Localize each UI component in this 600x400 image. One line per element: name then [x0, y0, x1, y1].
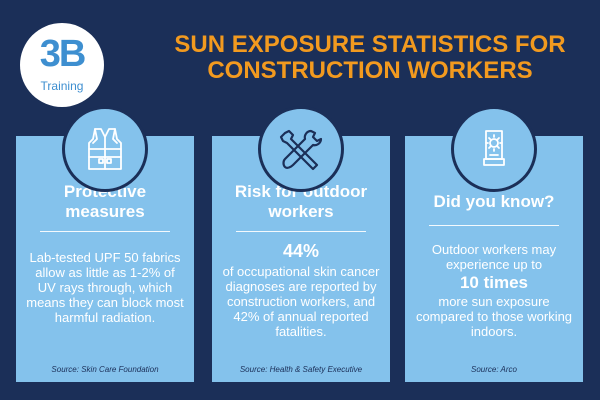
logo: 3B Training: [20, 23, 104, 107]
hammer-wrench-icon: [258, 106, 344, 192]
card-stat: 10 times: [459, 273, 529, 292]
card-body: Outdoor workers may experience up to 10 …: [415, 242, 573, 339]
card-body-text: of occupational skin cancer diagnoses ar…: [222, 264, 380, 339]
safety-vest-icon: [62, 106, 148, 192]
title-line-1: SUN EXPOSURE STATISTICS FOR: [174, 31, 566, 58]
card-body-after: more sun exposure compared to those work…: [415, 294, 573, 339]
logo-mark: 3B: [39, 33, 87, 75]
logo-subtitle: Training: [40, 79, 84, 93]
card-divider: [429, 225, 559, 226]
card-heading: Did you know?: [433, 192, 555, 211]
card-source: Source: Skin Care Foundation: [51, 365, 159, 374]
card-source: Source: Arco: [471, 365, 517, 374]
card-body-before: Outdoor workers may experience up to: [431, 242, 557, 272]
card-body: 44% of occupational skin cancer diagnose…: [222, 240, 380, 339]
title-line-2: CONSTRUCTION WORKERS: [207, 57, 533, 84]
card-divider: [40, 231, 170, 232]
card-body: Lab-tested UPF 50 fabrics allow as littl…: [26, 250, 184, 325]
page-title: SUN EXPOSURE STATISTICS FOR CONSTRUCTION…: [160, 32, 580, 84]
card-divider: [236, 231, 366, 232]
card-stat: 44%: [282, 241, 320, 261]
sunscreen-bottle-icon: [451, 106, 537, 192]
card-source: Source: Health & Safety Executive: [239, 365, 363, 374]
